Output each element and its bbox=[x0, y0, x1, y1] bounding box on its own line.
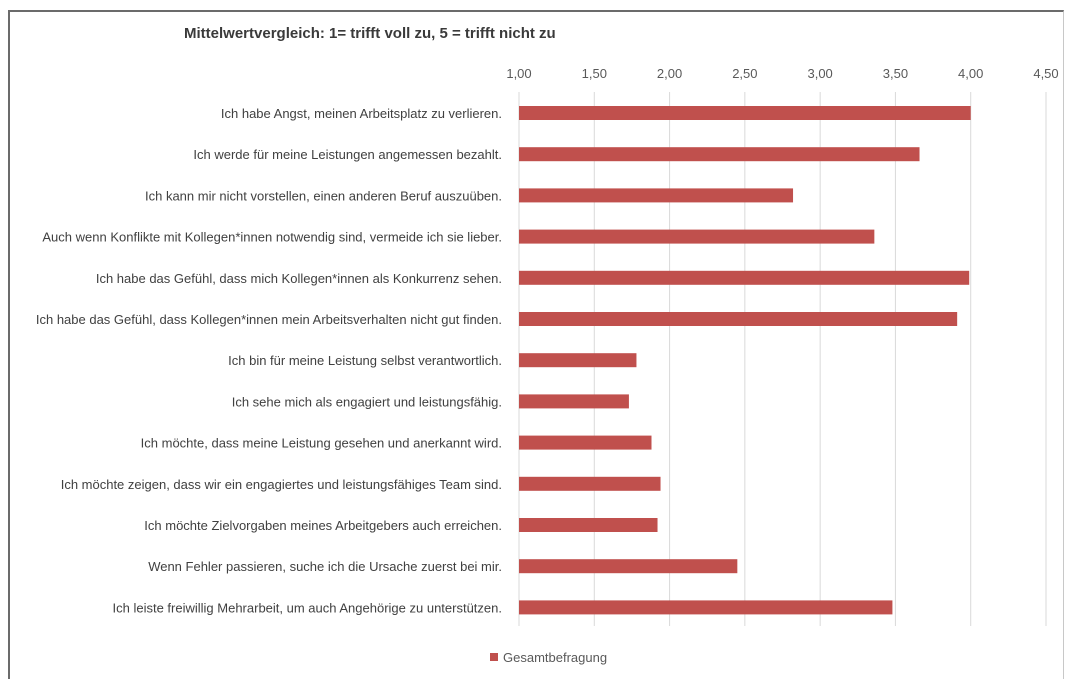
category-label: Ich habe das Gefühl, dass Kollegen*innen… bbox=[36, 312, 502, 327]
chart-frame: Mittelwertvergleich: 1= trifft voll zu, … bbox=[8, 10, 1064, 679]
x-tick-label: 4,00 bbox=[958, 66, 983, 81]
category-label: Wenn Fehler passieren, suche ich die Urs… bbox=[148, 559, 502, 574]
x-tick-label: 4,50 bbox=[1033, 66, 1058, 81]
category-label: Ich kann mir nicht vorstellen, einen and… bbox=[145, 188, 502, 203]
legend-label: Gesamtbefragung bbox=[503, 650, 607, 665]
category-label: Auch wenn Konflikte mit Kollegen*innen n… bbox=[42, 230, 502, 245]
x-tick-label: 1,00 bbox=[506, 66, 531, 81]
chart-title: Mittelwertvergleich: 1= trifft voll zu, … bbox=[184, 25, 556, 42]
legend: Gesamtbefragung bbox=[490, 650, 607, 665]
bar bbox=[519, 229, 875, 244]
x-tick-label: 3,50 bbox=[883, 66, 908, 81]
category-label: Ich werde für meine Leistungen angemesse… bbox=[193, 147, 502, 162]
x-tick-label: 3,00 bbox=[807, 66, 832, 81]
category-label: Ich möchte, dass meine Leistung gesehen … bbox=[141, 436, 502, 451]
bar bbox=[519, 312, 958, 326]
bar bbox=[519, 435, 652, 450]
bar bbox=[519, 559, 738, 574]
bar bbox=[519, 353, 637, 368]
x-tick-label: 1,50 bbox=[582, 66, 607, 81]
x-tick-label: 2,00 bbox=[657, 66, 682, 81]
bar bbox=[519, 600, 893, 615]
bar-chart: Mittelwertvergleich: 1= trifft voll zu, … bbox=[36, 25, 1059, 665]
category-labels: Ich habe Angst, meinen Arbeitsplatz zu v… bbox=[36, 106, 502, 615]
bar bbox=[519, 106, 971, 120]
legend-swatch bbox=[490, 653, 498, 661]
bar bbox=[519, 518, 658, 532]
bar bbox=[519, 147, 920, 162]
category-label: Ich sehe mich als engagiert und leistung… bbox=[232, 394, 502, 409]
bar bbox=[519, 476, 661, 491]
bars bbox=[519, 106, 971, 615]
category-label: Ich bin für meine Leistung selbst verant… bbox=[228, 353, 502, 368]
x-tick-label: 2,50 bbox=[732, 66, 757, 81]
gridlines bbox=[518, 92, 1047, 626]
bar bbox=[519, 188, 794, 203]
category-label: Ich möchte Zielvorgaben meines Arbeitgeb… bbox=[144, 518, 502, 533]
category-label: Ich habe das Gefühl, dass mich Kollegen*… bbox=[96, 271, 502, 286]
category-label: Ich habe Angst, meinen Arbeitsplatz zu v… bbox=[221, 106, 502, 121]
category-label: Ich möchte zeigen, dass wir ein engagier… bbox=[61, 477, 502, 492]
x-axis-ticks: 1,00 1,50 2,00 2,50 3,00 3,50 4,00 4,50 bbox=[506, 66, 1058, 81]
category-label: Ich leiste freiwillig Mehrarbeit, um auc… bbox=[113, 600, 502, 615]
bar bbox=[519, 270, 970, 285]
bar bbox=[519, 394, 629, 409]
